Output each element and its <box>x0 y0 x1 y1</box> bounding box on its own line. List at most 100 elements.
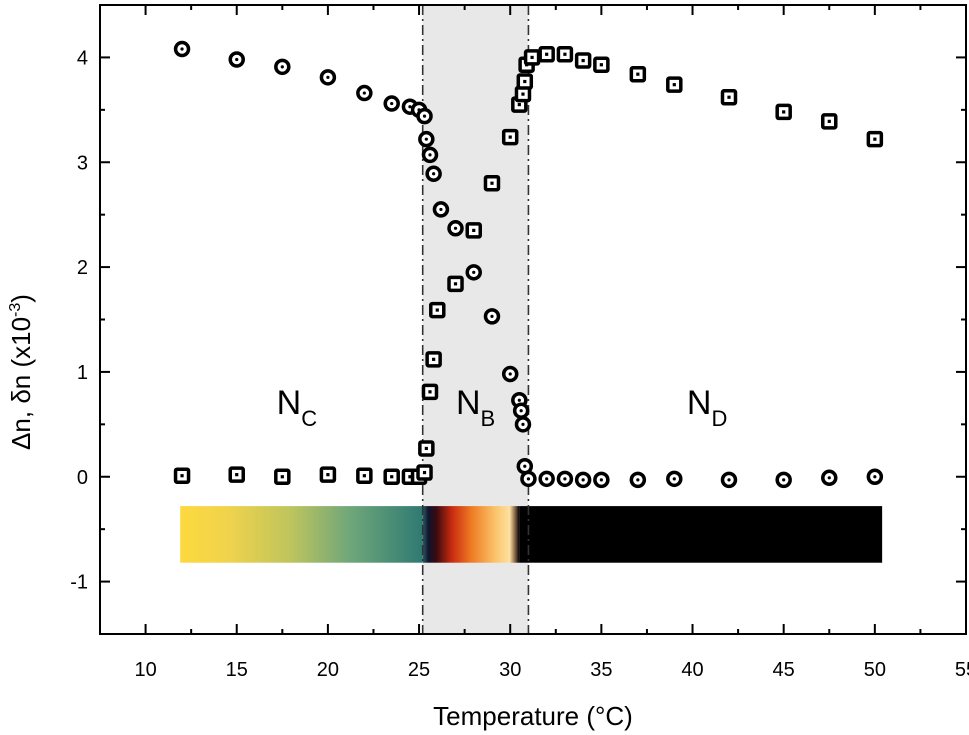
phase-label: NB <box>456 384 495 431</box>
circle-marker-dot <box>362 91 366 95</box>
square-marker-dot <box>782 110 786 114</box>
phase-label: ND <box>687 384 727 431</box>
circle-marker-dot <box>581 478 585 482</box>
phase-label-main: N <box>277 384 302 422</box>
square-marker-dot <box>180 474 184 478</box>
square-marker-dot <box>408 475 412 479</box>
circle-marker-dot <box>563 477 567 481</box>
phase-label-main: N <box>687 384 712 422</box>
circle-marker-dot <box>782 478 786 482</box>
circle-marker-dot <box>519 409 523 413</box>
square-marker-dot <box>530 55 534 60</box>
phase-labels: NC NB ND <box>277 384 728 431</box>
phase-label-sub: D <box>711 406 727 431</box>
square-marker-dot <box>508 135 512 139</box>
square-marker-dot <box>280 475 284 479</box>
y-tick-label: 0 <box>77 467 88 489</box>
circle-marker-dot <box>424 137 428 141</box>
square-marker-dot <box>390 475 394 479</box>
y-tick-label: -1 <box>70 572 88 594</box>
x-tick-label: 20 <box>317 659 339 681</box>
x-axis-title: Temperature (°C) <box>433 701 633 731</box>
x-tick-label: 40 <box>681 659 703 681</box>
phase-label: NC <box>277 384 318 431</box>
square-marker-dot <box>326 473 330 477</box>
square-marker-dot <box>424 446 428 451</box>
circle-marker-dot <box>521 422 525 426</box>
color-bar-nc-segment <box>180 506 423 563</box>
x-tick-label: 35 <box>590 659 612 681</box>
y-tick-label: 2 <box>77 257 88 279</box>
square-marker-dot <box>827 119 831 123</box>
x-tick-label: 30 <box>499 659 521 681</box>
circle-marker-dot <box>422 114 427 118</box>
x-tick-label: 10 <box>134 659 156 681</box>
square-marker-dot <box>435 308 439 312</box>
circle-marker-dot <box>523 464 527 468</box>
x-tick-label: 45 <box>773 659 795 681</box>
circle-marker-dot <box>599 478 603 482</box>
square-marker-dot <box>521 92 525 96</box>
circle-marker-dot <box>439 207 443 212</box>
circle-marker-dot <box>280 65 284 69</box>
y-tick-label: 3 <box>77 152 88 174</box>
color-bar <box>180 506 883 563</box>
circle-marker-dot <box>490 314 494 318</box>
x-tick-label: 55 <box>955 659 969 681</box>
circle-marker-dot <box>390 101 394 106</box>
square-marker-dot <box>428 390 432 394</box>
circle-marker-dot <box>827 476 831 480</box>
y-axis-title-close: ) <box>6 294 36 303</box>
y-tick-label: 1 <box>77 362 88 384</box>
circle-marker-dot <box>408 105 412 109</box>
square-marker-dot <box>235 473 239 477</box>
square-marker-dot <box>599 63 603 67</box>
square-marker-dot <box>636 72 640 76</box>
square-marker-dot <box>422 470 427 475</box>
square-marker-dot <box>545 52 549 56</box>
square-marker-dot <box>453 282 458 286</box>
circle-marker-dot <box>873 475 877 479</box>
circle-marker-dot <box>235 57 239 62</box>
circle-marker-dot <box>453 226 458 230</box>
circle-marker-dot <box>432 172 436 176</box>
square-marker-dot <box>581 58 585 63</box>
y-tick-label: 4 <box>77 47 88 69</box>
circle-marker-dot <box>526 477 531 481</box>
circle-marker-dot <box>727 478 731 482</box>
phase-label-sub: B <box>481 406 496 431</box>
x-tick-label: 25 <box>408 659 430 681</box>
square-marker-dot <box>727 95 731 99</box>
circle-marker-dot <box>545 477 549 481</box>
phase-label-main: N <box>456 384 481 422</box>
circle-marker-dot <box>326 75 330 79</box>
square-marker-dot <box>672 83 676 87</box>
square-marker-dot <box>523 79 527 84</box>
square-marker-dot <box>472 228 476 232</box>
circle-marker-dot <box>672 477 676 481</box>
y-axis-title-exponent: -3 <box>7 303 24 317</box>
x-axis-ticks: 10 15 20 25 30 35 40 45 50 55 <box>99 5 969 681</box>
square-marker-dot <box>517 102 521 107</box>
square-marker-dot <box>873 137 877 141</box>
square-marker-dot <box>490 181 494 185</box>
square-marker-dot <box>362 474 366 478</box>
circle-marker-dot <box>180 47 184 51</box>
data-points <box>173 40 884 489</box>
circle-marker-dot <box>428 153 432 157</box>
circle-marker-dot <box>517 398 521 402</box>
y-axis-title: Δn, δn (x10-3) <box>6 294 36 450</box>
circle-marker-dot <box>472 270 476 274</box>
circle-marker-dot <box>636 478 640 482</box>
square-marker-dot <box>563 52 567 56</box>
circle-marker-dot <box>508 372 512 376</box>
y-axis-ticks: -1 0 1 2 3 4 <box>70 4 966 635</box>
color-bar-nb-segment <box>422 506 520 563</box>
color-bar-nd-segment <box>519 506 883 563</box>
phase-label-sub: C <box>301 406 317 431</box>
x-tick-label: 15 <box>226 659 248 681</box>
square-marker-dot <box>432 357 436 361</box>
x-tick-label: 50 <box>864 659 886 681</box>
y-axis-title-main: Δn, δn (x10 <box>6 317 36 450</box>
